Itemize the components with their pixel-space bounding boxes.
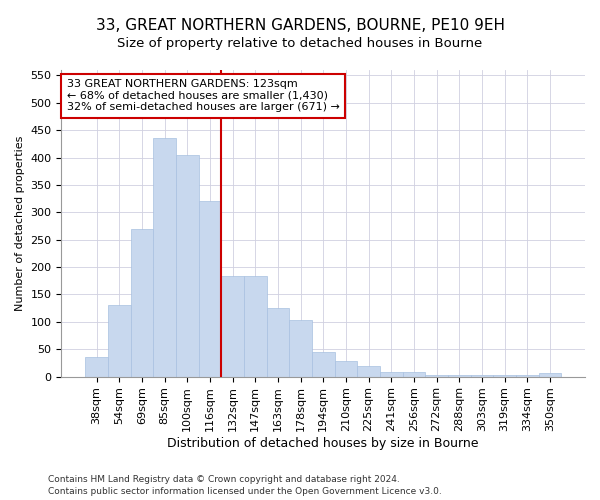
Text: 33, GREAT NORTHERN GARDENS, BOURNE, PE10 9EH: 33, GREAT NORTHERN GARDENS, BOURNE, PE10… [95,18,505,32]
Bar [199,202,221,376]
Bar [289,320,312,376]
Bar [403,372,425,376]
Bar [266,308,289,376]
Text: Contains public sector information licensed under the Open Government Licence v3: Contains public sector information licen… [48,487,442,496]
Bar [516,375,539,376]
Bar [493,375,516,376]
Bar [357,366,380,376]
Bar [312,352,335,376]
Bar [108,306,131,376]
Bar [244,276,266,376]
Bar [539,374,561,376]
Y-axis label: Number of detached properties: Number of detached properties [15,136,25,311]
Bar [85,358,108,376]
Text: 33 GREAT NORTHERN GARDENS: 123sqm
← 68% of detached houses are smaller (1,430)
3: 33 GREAT NORTHERN GARDENS: 123sqm ← 68% … [67,79,340,112]
Bar [448,375,470,376]
Bar [221,276,244,376]
Bar [153,138,176,376]
Bar [470,375,493,376]
X-axis label: Distribution of detached houses by size in Bourne: Distribution of detached houses by size … [167,437,479,450]
Bar [176,155,199,376]
Text: Contains HM Land Registry data © Crown copyright and database right 2024.: Contains HM Land Registry data © Crown c… [48,476,400,484]
Bar [131,229,153,376]
Text: Size of property relative to detached houses in Bourne: Size of property relative to detached ho… [118,38,482,51]
Bar [425,375,448,376]
Bar [335,362,357,376]
Bar [380,372,403,376]
